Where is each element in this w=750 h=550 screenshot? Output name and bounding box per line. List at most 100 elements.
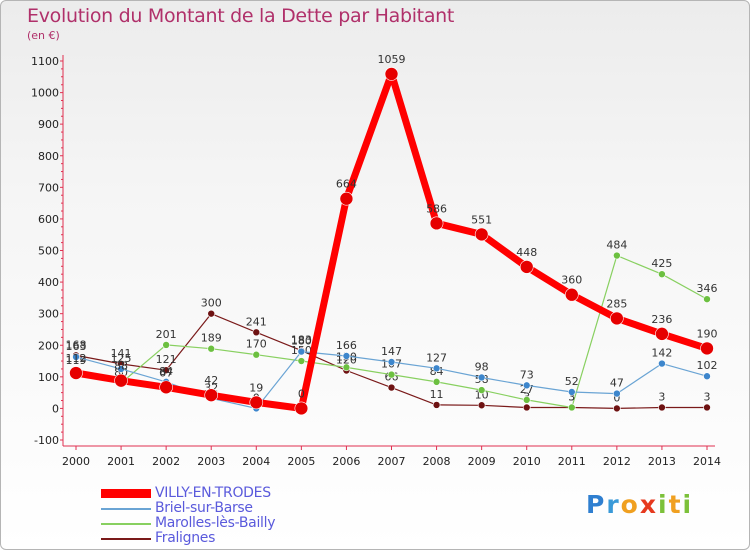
data-label: 102 [697,359,718,372]
data-label: 125 [111,352,132,365]
y-tick-label: 400 [38,276,59,289]
data-label: 67 [159,366,173,379]
data-point [700,341,714,356]
x-tick-label: 2011 [558,455,586,468]
data-label: 127 [426,351,447,364]
data-point [477,373,486,382]
data-label: 346 [697,282,718,295]
data-point [658,403,666,412]
data-label: 88 [114,360,128,373]
y-tick-label: 600 [38,213,59,226]
data-label: 3 [704,390,711,403]
data-label: 73 [520,368,534,381]
y-tick-label: 0 [52,402,59,415]
data-point [564,287,579,302]
legend-label-fralignes: Fralignes [155,530,216,546]
data-point [429,216,444,231]
data-point [252,350,261,359]
data-point [567,388,576,396]
legend-label-villy: VILLY-EN-TRODES [155,485,271,501]
data-label: 84 [159,365,173,378]
data-label: 52 [565,375,579,388]
x-tick-label: 2007 [378,455,406,468]
data-label: 1059 [378,53,406,66]
legend-label-marolles: Marolles-lès-Bailly [155,515,276,531]
y-tick-label: -100 [34,434,59,447]
data-point [474,227,489,242]
data-point [387,383,396,392]
data-point [69,366,83,380]
data-point [159,380,173,395]
data-label: 241 [246,315,267,328]
data-point [297,357,306,365]
data-point [522,381,531,390]
chart-subtitle: (en €) [27,29,60,42]
data-label: 141 [111,347,132,360]
data-label: 183 [291,334,312,347]
data-point [519,260,534,274]
data-label: 142 [651,347,672,360]
data-point [432,378,441,386]
data-point [114,373,128,388]
x-tick-label: 2001 [107,455,135,468]
data-label: 147 [381,345,402,358]
data-label: 47 [610,377,624,390]
data-point [703,372,711,381]
x-tick-label: 2006 [332,455,360,468]
y-tick-label: 300 [38,308,59,321]
y-tick-label: 500 [38,245,59,258]
data-point [387,370,396,379]
x-tick-label: 2004 [242,455,270,468]
data-point [342,352,351,360]
data-point [703,295,711,303]
data-point [339,191,354,206]
data-point [655,327,669,341]
data-point [613,251,621,260]
data-label: 664 [336,178,357,191]
data-point [567,403,576,412]
data-point [477,386,486,394]
data-point [432,401,441,409]
data-label: 170 [246,338,267,351]
data-label: 166 [336,339,357,352]
data-label: 448 [516,246,537,259]
data-label: 180 [291,335,312,348]
y-tick-label: 700 [38,181,59,194]
proxiti-logo: Proxiti [586,490,694,519]
chart-title: Evolution du Montant de la Dette par Hab… [27,5,455,27]
data-label: 300 [201,297,222,310]
x-tick-label: 2008 [423,455,451,468]
data-label: 3 [658,390,665,403]
data-point [384,67,399,81]
data-label: 360 [561,274,582,287]
data-label: 236 [651,313,672,326]
data-point [613,389,621,398]
data-point [432,364,441,373]
data-label: 3 [568,390,575,403]
y-tick-label: 1100 [31,55,59,68]
data-point [658,359,666,368]
data-label: 168 [66,338,87,351]
x-tick-label: 2000 [62,455,90,468]
data-label: 98 [475,360,489,373]
data-point [522,396,531,404]
data-point [204,388,219,402]
data-point [207,309,216,318]
data-point [249,395,264,410]
data-point [207,344,216,353]
x-tick-label: 2010 [513,455,541,468]
data-label: 190 [697,327,718,340]
legend-swatch-fralignes [101,538,151,540]
data-label: 285 [606,297,627,310]
data-label: 189 [201,332,222,345]
data-label: 42 [204,374,218,387]
y-tick-label: 100 [38,371,59,384]
data-label: 3 [568,390,575,403]
data-label: 484 [606,239,627,252]
x-tick-label: 2012 [603,455,631,468]
legend-label-briel: Briel-sur-Barse [155,500,253,516]
x-tick-label: 2014 [693,455,721,468]
